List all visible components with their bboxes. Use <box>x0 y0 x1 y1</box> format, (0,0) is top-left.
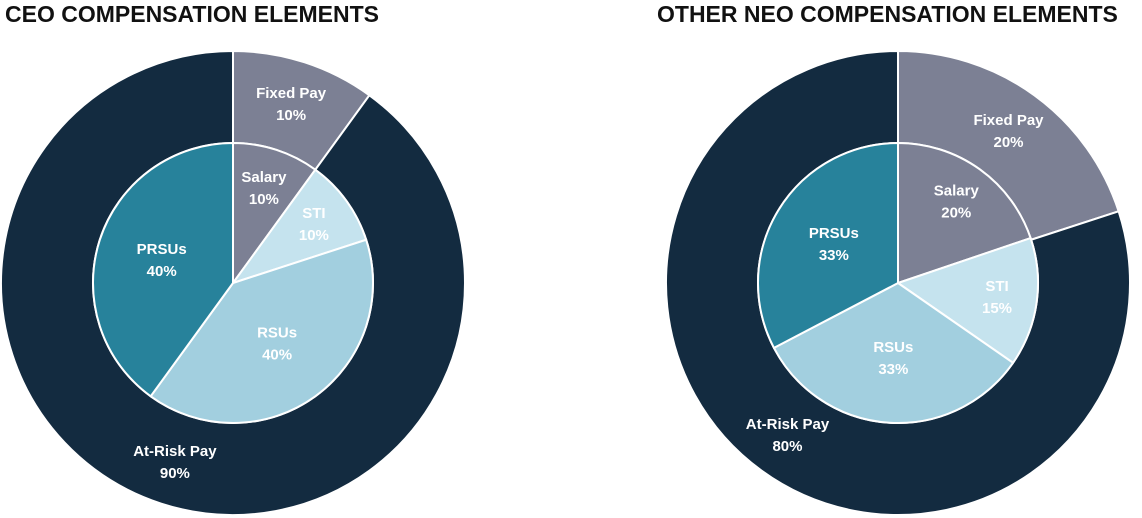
slice-label: At-Risk Pay <box>133 443 217 460</box>
slice <box>895 236 1039 365</box>
slice-label: Fixed Pay <box>256 85 327 102</box>
value-label: 40% <box>147 263 177 280</box>
value-label: 90% <box>160 465 190 482</box>
slice-label: STI <box>985 278 1008 295</box>
value-label: 10% <box>249 191 279 208</box>
slice-label: At-Risk Pay <box>746 416 830 433</box>
slice <box>897 141 1032 285</box>
value-label: 80% <box>772 438 802 455</box>
slice <box>149 238 374 424</box>
slice <box>757 141 899 350</box>
value-label: 20% <box>941 205 971 222</box>
value-label: 33% <box>878 361 908 378</box>
value-label: 40% <box>262 347 292 364</box>
slice <box>232 141 317 287</box>
chart-title: OTHER NEO COMPENSATION ELEMENTS <box>657 1 1118 27</box>
slice-label: Fixed Pay <box>973 112 1044 129</box>
slice <box>230 168 368 285</box>
slice <box>772 281 1015 424</box>
slice-label: RSUs <box>257 325 297 342</box>
slice-label: Salary <box>241 169 287 186</box>
slice-label: PRSUs <box>809 225 859 242</box>
value-label: 20% <box>993 134 1023 151</box>
slice-label: PRSUs <box>137 241 187 258</box>
slice <box>92 141 234 398</box>
slice-label: Salary <box>934 183 980 200</box>
value-label: 10% <box>276 107 306 124</box>
value-label: 15% <box>982 300 1012 317</box>
slice-label: RSUs <box>873 339 913 356</box>
chart-title: CEO COMPENSATION ELEMENTS <box>5 1 379 27</box>
value-label: 10% <box>299 227 329 244</box>
value-label: 33% <box>819 247 849 264</box>
slice-label: STI <box>302 205 325 222</box>
